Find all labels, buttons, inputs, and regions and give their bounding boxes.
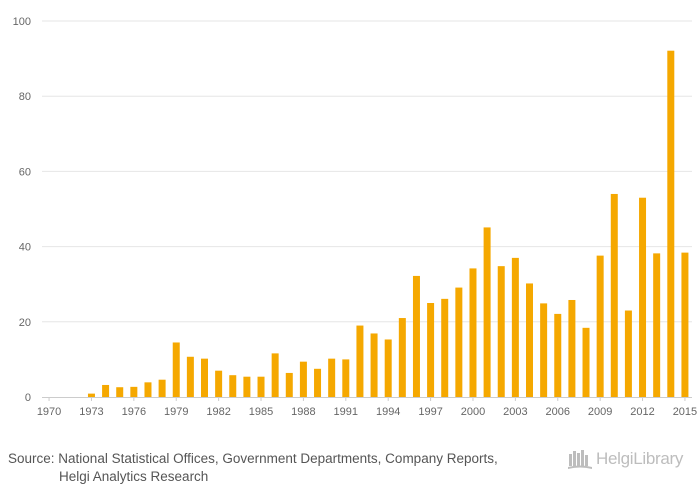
x-tick-label: 1976 (122, 406, 146, 418)
bar-1990[interactable] (328, 358, 336, 397)
x-tick-label: 2009 (588, 406, 612, 418)
source-line-2: Helgi Analytics Research (59, 469, 209, 484)
bar-2003[interactable] (511, 257, 519, 397)
x-tick-label: 2015 (673, 406, 697, 418)
bar-1999[interactable] (455, 287, 463, 397)
y-axis-labels: 0 20 40 60 80 100 (13, 16, 31, 404)
bars (87, 50, 689, 397)
bar-1993[interactable] (370, 333, 378, 397)
y-tick-label: 100 (13, 16, 31, 28)
x-tick-label: 2012 (630, 406, 654, 418)
bar-2012[interactable] (639, 197, 647, 397)
bar-2001[interactable] (483, 227, 491, 397)
bar-1984[interactable] (243, 376, 251, 397)
x-tick-label: 1970 (37, 406, 61, 418)
bar-2005[interactable] (540, 303, 548, 397)
x-axis-labels: 1970 1973 1976 1979 1982 1985 1988 1991 1994 1997… (37, 397, 697, 418)
bar-1989[interactable] (314, 368, 322, 397)
y-tick-label: 20 (19, 317, 31, 329)
bar-2008[interactable] (582, 327, 590, 397)
source-note: Source: National Statistical Offices, Go… (8, 450, 548, 486)
bar-2014[interactable] (667, 50, 675, 397)
gridlines (42, 20, 692, 323)
bar-1995[interactable] (398, 318, 406, 397)
bar-1996[interactable] (412, 275, 420, 397)
bar-1983[interactable] (229, 375, 237, 397)
bar-1986[interactable] (271, 353, 279, 397)
bar-2004[interactable] (526, 283, 533, 397)
x-tick-label: 1991 (334, 406, 358, 418)
bar-1992[interactable] (356, 325, 364, 397)
bar-2000[interactable] (469, 268, 477, 397)
bar-2007[interactable] (568, 299, 576, 397)
bar-1997[interactable] (427, 303, 435, 397)
x-tick-label: 1994 (376, 406, 400, 418)
library-books-icon (568, 450, 592, 469)
y-tick-label: 60 (19, 166, 31, 178)
x-tick-label: 1988 (291, 406, 315, 418)
bar-1985[interactable] (257, 376, 265, 397)
bar-2010[interactable] (610, 193, 618, 397)
x-tick-label: 2003 (503, 406, 527, 418)
bar-1975[interactable] (116, 387, 124, 397)
x-tick-label: 1973 (79, 406, 103, 418)
x-tick-label: 2006 (546, 406, 570, 418)
brand-logo: HelgiLibrary (568, 446, 694, 472)
bar-1988[interactable] (299, 361, 307, 397)
x-tick-label: 1982 (206, 406, 230, 418)
bar-2009[interactable] (596, 255, 604, 397)
bar-2002[interactable] (497, 266, 505, 397)
source-text: National Statistical Offices, Government… (58, 450, 497, 468)
bar-2013[interactable] (653, 253, 661, 397)
bar-1998[interactable] (441, 298, 449, 397)
source-line-1: National Statistical Offices, Government… (58, 451, 498, 466)
bar-2006[interactable] (554, 313, 562, 397)
bar-1979[interactable] (172, 342, 180, 397)
y-tick-label: 80 (19, 91, 31, 103)
bar-1973[interactable] (87, 393, 95, 397)
bar-1991[interactable] (342, 359, 350, 397)
bar-1987[interactable] (285, 372, 293, 397)
bar-2015[interactable] (681, 252, 689, 397)
source-prefix: Source: (8, 451, 55, 466)
y-tick-label: 40 (19, 242, 31, 254)
bar-1978[interactable] (158, 379, 166, 397)
bar-chart: 0 20 40 60 80 100 1970 1973 1976 1979 1982 1985 198… (13, 16, 698, 418)
bar-1977[interactable] (144, 382, 152, 397)
bar-1976[interactable] (130, 386, 138, 397)
bar-1994[interactable] (384, 339, 392, 397)
x-tick-label: 1985 (249, 406, 273, 418)
x-tick-label: 2000 (461, 406, 485, 418)
bar-1980[interactable] (186, 356, 194, 397)
bar-1974[interactable] (102, 384, 110, 397)
bar-2011[interactable] (624, 310, 632, 397)
x-tick-label: 1997 (418, 406, 442, 418)
y-tick-label: 0 (25, 392, 31, 404)
x-tick-label: 1979 (164, 406, 188, 418)
bar-1982[interactable] (215, 370, 223, 397)
bar-1981[interactable] (201, 358, 208, 397)
brand-name: HelgiLibrary (596, 449, 684, 468)
